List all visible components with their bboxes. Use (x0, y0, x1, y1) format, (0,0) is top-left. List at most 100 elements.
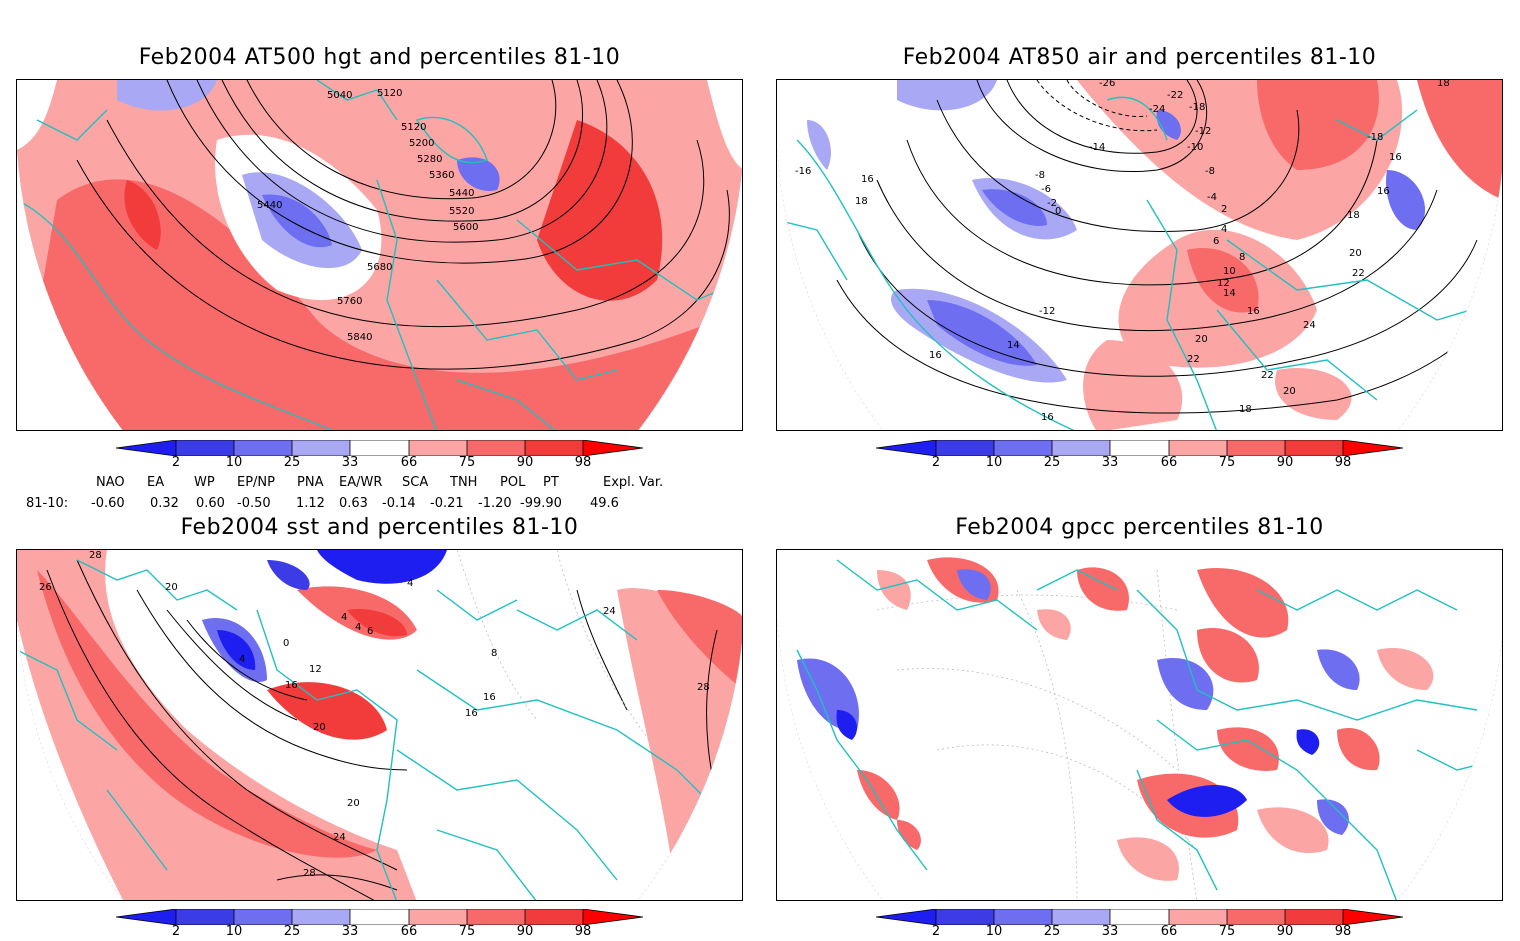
index-value: -0.21 (430, 496, 464, 511)
colorbar-top-left: 2 10 25 33 66 75 90 98 (116, 440, 643, 472)
contour-label: -16 (795, 166, 811, 177)
contour-label: -14 (1089, 142, 1105, 153)
index-value: 1.12 (296, 496, 325, 511)
colorbar-tick: 66 (400, 924, 418, 939)
index-header: EP/NP (237, 475, 275, 490)
colorbar-ramp (876, 909, 1403, 925)
contour-label: 18 (855, 196, 868, 207)
panel-2-title: Feb2004 AT850 air and percentiles 81-10 (902, 45, 1377, 70)
panel-1-title: Feb2004 AT500 hgt and percentiles 81-10 (138, 45, 621, 70)
contour-label: 16 (1389, 152, 1402, 163)
panel-4-title: Feb2004 gpcc percentiles 81-10 (955, 515, 1324, 540)
contour-label: -26 (1099, 80, 1115, 89)
contour-label: 20 (1283, 386, 1296, 397)
contour-label: 14 (1007, 340, 1020, 351)
index-header: PNA (297, 475, 324, 490)
colorbar-tick: 10 (985, 455, 1003, 470)
colorbar-tick: 66 (1160, 924, 1178, 939)
colorbar-tick: 98 (574, 455, 592, 470)
contour-label: -4 (1207, 192, 1217, 203)
contour-label: 20 (1195, 334, 1208, 345)
colorbar-tick: 25 (283, 455, 301, 470)
contour-label: 8 (491, 648, 497, 659)
colorbar-bottom-left: 2 10 25 33 66 75 90 98 (116, 909, 643, 941)
colorbar-ramp (116, 440, 643, 456)
colorbar-tick: 90 (516, 455, 534, 470)
contour-label: -22 (1167, 90, 1183, 101)
map-panel-gpcc (776, 549, 1503, 901)
index-value: -0.60 (91, 496, 125, 511)
index-value: 0.63 (339, 496, 368, 511)
contour-label: 4 (1221, 224, 1227, 235)
map-panel-air850: -26 -22 -24 -18 -12 -14 -10 -8 -8 -6 -4 … (776, 79, 1503, 431)
colorbar-tick: 98 (1334, 924, 1352, 939)
index-value: 0.60 (196, 496, 225, 511)
contour-label: -12 (1039, 306, 1055, 317)
contour-label: 5040 (327, 90, 352, 101)
colorbar-tick: 75 (1218, 455, 1236, 470)
index-header: TNH (450, 475, 478, 490)
contour-label: 4 (355, 622, 361, 633)
colorbar-tick: 25 (283, 924, 301, 939)
contour-label: 18 (1437, 80, 1450, 89)
contour-label: -12 (1195, 126, 1211, 137)
colorbar-tick: 25 (1043, 455, 1061, 470)
contour-label: 5520 (449, 206, 474, 217)
colorbar-tick: 98 (574, 924, 592, 939)
contour-label: 20 (313, 722, 326, 733)
contour-label: 6 (1213, 236, 1219, 247)
colorbar-tick: 2 (171, 455, 181, 470)
contour-label: 5440 (449, 188, 474, 199)
index-header: SCA (402, 475, 429, 490)
contour-label: 18 (1239, 404, 1252, 415)
contour-label: 0 (283, 638, 289, 649)
contour-label: 16 (861, 174, 874, 185)
colorbar-ramp (116, 909, 643, 925)
contour-label: 16 (285, 680, 298, 691)
contour-label: 24 (1303, 320, 1316, 331)
contour-label: 5120 (401, 122, 426, 133)
contour-label: 12 (1217, 278, 1230, 289)
panel-3-title: Feb2004 sst and percentiles 81-10 (180, 515, 579, 540)
colorbar-tick: 10 (225, 455, 243, 470)
contour-label: -10 (1187, 142, 1203, 153)
contour-label: 6 (367, 626, 373, 637)
contour-label: 5840 (347, 332, 372, 343)
contour-label: 28 (89, 550, 102, 561)
colorbar-tick: 25 (1043, 924, 1061, 939)
colorbar-tick: 10 (985, 924, 1003, 939)
index-value: 0.32 (150, 496, 179, 511)
contour-label: -24 (1149, 104, 1165, 115)
map-air850-svg: -26 -22 -24 -18 -12 -14 -10 -8 -8 -6 -4 … (777, 80, 1502, 430)
contour-label: 16 (465, 708, 478, 719)
contour-label: -6 (1041, 184, 1051, 195)
colorbar-tick: 66 (1160, 455, 1178, 470)
index-header: NAO (96, 475, 125, 490)
colorbar-tick: 2 (171, 924, 181, 939)
contour-label: 5440 (257, 200, 282, 211)
index-header: EA (147, 475, 165, 490)
contour-label: 0 (1055, 206, 1061, 217)
index-header: EA/WR (339, 475, 383, 490)
contour-label: 16 (483, 692, 496, 703)
contour-label: 5200 (409, 138, 434, 149)
index-header: POL (500, 475, 526, 490)
colorbar-tick: 33 (341, 455, 359, 470)
contour-label: 16 (1247, 306, 1260, 317)
contour-label: 4 (407, 578, 413, 589)
contour-label: 24 (333, 832, 346, 843)
contour-label: 14 (1223, 288, 1236, 299)
index-header: Expl. Var. (603, 475, 664, 490)
contour-label: -8 (1035, 170, 1045, 181)
contour-label: 16 (1041, 412, 1054, 423)
contour-label: 22 (1261, 370, 1274, 381)
contour-label: 20 (1349, 248, 1362, 259)
index-value: -0.14 (382, 496, 416, 511)
contour-label: 4 (239, 654, 245, 665)
contour-label: 16 (929, 350, 942, 361)
contour-label: 10 (1223, 266, 1236, 277)
colorbar-tick: 33 (1101, 924, 1119, 939)
colorbar-tick: 75 (1218, 924, 1236, 939)
contour-label: 18 (1347, 210, 1360, 221)
contour-label: 8 (1239, 252, 1245, 263)
